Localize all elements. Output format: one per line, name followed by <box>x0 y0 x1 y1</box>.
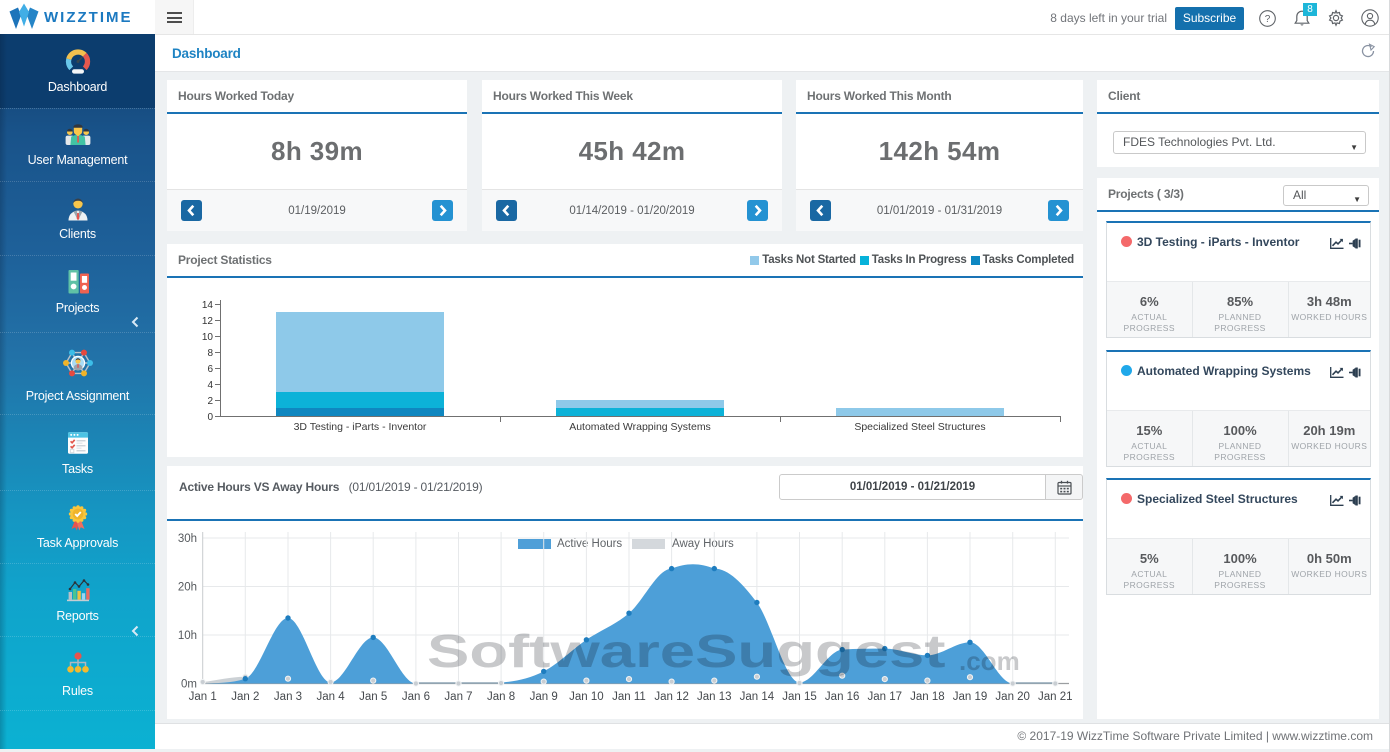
svg-text:Jan 21: Jan 21 <box>1038 691 1073 703</box>
svg-text:Jan 12: Jan 12 <box>654 691 689 703</box>
svg-text:10: 10 <box>202 332 214 343</box>
svg-text:2: 2 <box>207 396 213 407</box>
svg-text:Jan 8: Jan 8 <box>487 691 515 703</box>
svg-text:0m: 0m <box>181 679 197 691</box>
svg-text:Jan 15: Jan 15 <box>782 691 817 703</box>
svg-text:Jan 2: Jan 2 <box>231 691 259 703</box>
svg-text:12: 12 <box>202 316 214 327</box>
svg-text:Jan 20: Jan 20 <box>995 691 1030 703</box>
svg-text:Jan 11: Jan 11 <box>612 691 646 703</box>
svg-text:Jan 18: Jan 18 <box>910 691 945 703</box>
svg-text:Jan 9: Jan 9 <box>530 691 558 703</box>
svg-text:3D Testing - iParts - Inventor: 3D Testing - iParts - Inventor <box>294 421 427 433</box>
svg-text:Jan 14: Jan 14 <box>740 691 775 703</box>
svg-text:Jan 5: Jan 5 <box>359 691 387 703</box>
svg-text:Jan 19: Jan 19 <box>953 691 988 703</box>
svg-text:Jan 16: Jan 16 <box>825 691 860 703</box>
svg-text:Automated Wrapping Systems: Automated Wrapping Systems <box>569 421 711 433</box>
svg-text:8: 8 <box>207 348 213 359</box>
svg-text:Jan 10: Jan 10 <box>569 691 604 703</box>
svg-text:?: ? <box>1265 14 1271 25</box>
svg-text:6: 6 <box>207 364 213 375</box>
svg-text:Jan 17: Jan 17 <box>868 691 903 703</box>
svg-text:30h: 30h <box>178 533 197 545</box>
svg-text:10h: 10h <box>178 630 197 642</box>
svg-text:Jan 6: Jan 6 <box>402 691 430 703</box>
svg-text:Jan 7: Jan 7 <box>444 691 472 703</box>
svg-text:14: 14 <box>202 300 214 311</box>
svg-text:Specialized Steel Structures: Specialized Steel Structures <box>854 421 985 433</box>
svg-text:0: 0 <box>207 412 213 423</box>
svg-text:Jan 13: Jan 13 <box>697 691 732 703</box>
svg-text:4: 4 <box>207 380 213 391</box>
svg-text:Jan 1: Jan 1 <box>189 691 217 703</box>
svg-text:20h: 20h <box>178 582 197 594</box>
svg-text:Jan 4: Jan 4 <box>317 691 346 703</box>
svg-text:Jan 3: Jan 3 <box>274 691 302 703</box>
